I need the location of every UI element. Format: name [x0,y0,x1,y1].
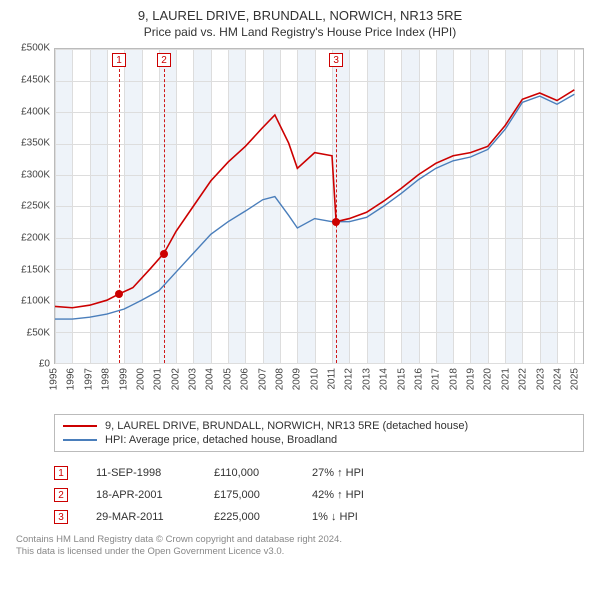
x-tick-label: 2013 [361,368,372,390]
x-tick-label: 2005 [222,368,233,390]
x-tick-label: 2018 [448,368,459,390]
series-property [55,90,574,308]
x-tick-label: 2017 [431,368,442,390]
chart-area: £0£50K£100K£150K£200K£250K£300K£350K£400… [10,48,590,408]
legend-label: 9, LAUREL DRIVE, BRUNDALL, NORWICH, NR13… [105,420,468,432]
event-date: 29-MAR-2011 [96,511,186,523]
event-row: 2 18-APR-2001 £175,000 42% ↑ HPI [54,484,584,506]
event-marker-dot [115,290,123,298]
y-tick-label: £450K [21,75,50,86]
legend: 9, LAUREL DRIVE, BRUNDALL, NORWICH, NR13… [54,414,584,452]
y-tick-label: £100K [21,296,50,307]
y-tick-label: £150K [21,264,50,275]
event-marker-box: 2 [157,53,171,67]
x-tick-label: 2007 [257,368,268,390]
x-tick-label: 2008 [274,368,285,390]
chart-lines [55,49,583,363]
event-delta: 42% ↑ HPI [312,489,402,501]
plot-area: 1 2 3 [54,48,584,364]
y-tick-label: £500K [21,43,50,54]
event-marker-box: 1 [112,53,126,67]
legend-swatch [63,439,97,441]
x-tick-label: 2011 [327,368,338,390]
y-tick-label: £50K [27,327,50,338]
x-tick-label: 2009 [292,368,303,390]
event-delta: 1% ↓ HPI [312,511,402,523]
chart-title: 9, LAUREL DRIVE, BRUNDALL, NORWICH, NR13… [0,8,600,25]
x-tick-label: 2015 [396,368,407,390]
event-row: 1 11-SEP-1998 £110,000 27% ↑ HPI [54,462,584,484]
x-tick-label: 2006 [240,368,251,390]
y-tick-label: £350K [21,138,50,149]
y-axis: £0£50K£100K£150K£200K£250K£300K£350K£400… [10,48,54,364]
x-tick-label: 2004 [205,368,216,390]
event-price: £110,000 [214,467,284,479]
y-tick-label: £300K [21,169,50,180]
event-number-box: 3 [54,510,68,524]
events-table: 1 11-SEP-1998 £110,000 27% ↑ HPI 2 18-APR-200… [54,462,584,528]
x-tick-label: 1998 [101,368,112,390]
x-tick-label: 2016 [413,368,424,390]
x-tick-label: 2025 [570,368,581,390]
event-price: £175,000 [214,489,284,501]
event-price: £225,000 [214,511,284,523]
event-row: 3 29-MAR-2011 £225,000 1% ↓ HPI [54,506,584,528]
event-marker-dot [332,218,340,226]
footer-line-1: Contains HM Land Registry data © Crown c… [16,534,584,546]
event-delta: 27% ↑ HPI [312,467,402,479]
x-tick-label: 1995 [49,368,60,390]
x-tick-label: 2021 [500,368,511,390]
legend-item: 9, LAUREL DRIVE, BRUNDALL, NORWICH, NR13… [63,419,575,433]
event-number-box: 2 [54,488,68,502]
x-tick-label: 2022 [518,368,529,390]
footer-line-2: This data is licensed under the Open Gov… [16,546,584,558]
legend-label: HPI: Average price, detached house, Broa… [105,434,337,446]
event-number-box: 1 [54,466,68,480]
x-tick-label: 1996 [66,368,77,390]
x-tick-label: 2000 [135,368,146,390]
x-tick-label: 2010 [309,368,320,390]
x-tick-label: 1999 [118,368,129,390]
event-marker-dot [160,250,168,258]
x-tick-label: 2003 [188,368,199,390]
chart-subtitle: Price paid vs. HM Land Registry's House … [0,25,600,41]
x-tick-label: 1997 [83,368,94,390]
y-tick-label: £400K [21,106,50,117]
event-date: 11-SEP-1998 [96,467,186,479]
event-date: 18-APR-2001 [96,489,186,501]
x-tick-label: 2024 [552,368,563,390]
x-tick-label: 2012 [344,368,355,390]
chart-header: 9, LAUREL DRIVE, BRUNDALL, NORWICH, NR13… [0,0,600,44]
series-hpi [55,95,574,320]
event-marker-box: 3 [329,53,343,67]
legend-swatch [63,425,97,427]
attribution-footer: Contains HM Land Registry data © Crown c… [16,534,584,558]
x-axis: 1995199619971998199920002001200220032004… [54,364,584,408]
x-tick-label: 2023 [535,368,546,390]
x-tick-label: 2001 [153,368,164,390]
x-tick-label: 2002 [170,368,181,390]
page: 9, LAUREL DRIVE, BRUNDALL, NORWICH, NR13… [0,0,600,590]
y-tick-label: £200K [21,233,50,244]
y-tick-label: £250K [21,201,50,212]
x-tick-label: 2020 [483,368,494,390]
x-tick-label: 2014 [379,368,390,390]
legend-item: HPI: Average price, detached house, Broa… [63,433,575,447]
x-tick-label: 2019 [466,368,477,390]
